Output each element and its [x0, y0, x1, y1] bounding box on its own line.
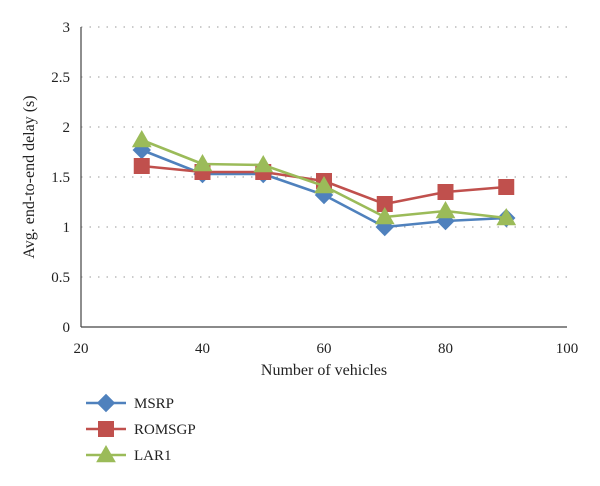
data-point-lar1: [496, 207, 517, 226]
y-tick-label: 0.5: [51, 270, 70, 286]
legend-marker-msrp: [96, 393, 116, 413]
data-point-romsgp: [498, 179, 515, 195]
data-point-lar1: [374, 206, 395, 225]
data-point-romsgp: [437, 184, 454, 200]
axes: [80, 27, 567, 328]
legend-marker-lar1: [96, 444, 116, 463]
y-axis-title: Avg. end-to-end delay (s): [21, 95, 38, 258]
y-tick-label: 2: [63, 120, 71, 136]
y-tick-label: 1: [63, 220, 71, 236]
data-point-romsgp: [133, 158, 150, 174]
data-point-lar1: [314, 175, 334, 194]
legend-item-romsgp: ROMSGP: [86, 421, 196, 438]
data-point-lar1: [253, 154, 274, 173]
legend-item-lar1: LAR1: [86, 444, 172, 464]
series-layer: [131, 129, 517, 237]
y-tick-labels: 0 0.5 1 1.5 2 2.5 3: [51, 20, 70, 336]
x-tick-label: 80: [438, 341, 453, 357]
x-tick-label: 100: [556, 341, 579, 357]
grid-lines: [81, 26, 567, 278]
y-tick-label: 1.5: [51, 170, 70, 186]
legend-label: ROMSGP: [134, 422, 196, 438]
series-lar1: [131, 129, 517, 226]
x-axis-title: Number of vehicles: [261, 362, 387, 379]
legend-marker-romsgp: [98, 421, 114, 437]
y-tick-label: 3: [63, 20, 71, 36]
x-tick-labels: 20 40 60 80 100: [74, 341, 579, 357]
y-tick-label: 0: [63, 320, 71, 336]
x-tick-label: 60: [317, 341, 332, 357]
data-point-lar1: [435, 200, 456, 219]
legend: MSRP ROMSGP LAR1: [86, 393, 196, 464]
x-tick-label: 20: [74, 341, 89, 357]
legend-label: LAR1: [134, 448, 172, 464]
x-tick-label: 40: [195, 341, 210, 357]
data-point-lar1: [131, 129, 152, 148]
legend-label: MSRP: [134, 396, 174, 412]
y-tick-label: 2.5: [51, 70, 70, 86]
data-point-lar1: [192, 153, 213, 172]
legend-item-msrp: MSRP: [86, 393, 174, 413]
